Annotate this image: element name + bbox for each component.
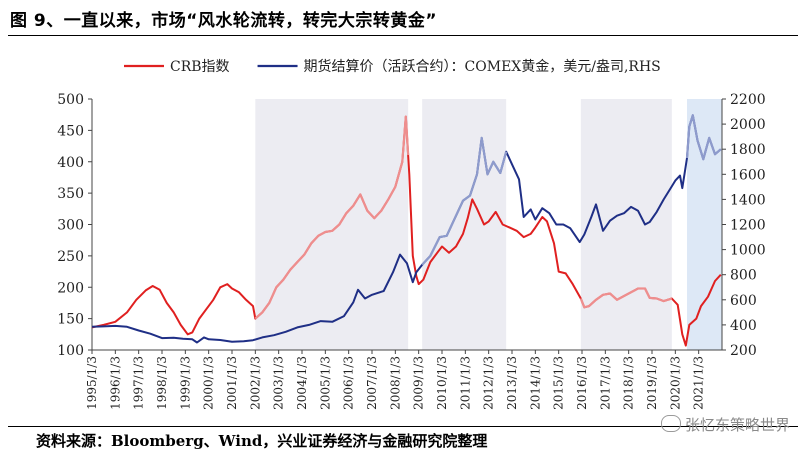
- x-tick-label: 2010/1/3: [435, 356, 449, 410]
- y-left-tick-label: 400: [57, 155, 84, 171]
- y-left-tick-label: 150: [57, 312, 84, 328]
- x-tick-label: 1996/1/3: [108, 356, 122, 410]
- y-right-tick-label: 1200: [730, 218, 766, 234]
- x-tick-label: 2016/1/3: [575, 356, 589, 410]
- y-right-tick-label: 800: [730, 268, 757, 284]
- y-right-tick-label: 2200: [730, 92, 766, 108]
- x-tick-label: 2004/1/3: [295, 356, 309, 410]
- wechat-icon: [660, 415, 681, 432]
- chart-legend: CRB指数 期货结算价（活跃合约）：COMEX黄金，美元/盎司,RHS: [124, 58, 661, 75]
- x-tick-label: 2015/1/3: [552, 356, 566, 410]
- y-right-tick-label: 1400: [730, 192, 766, 208]
- legend-label-1: 期货结算价（活跃合约）：COMEX黄金，美元/盎司,RHS: [304, 58, 661, 75]
- series-highlight-1-0: [421, 136, 508, 266]
- chart-series: [91, 114, 722, 347]
- x-tick-label: 2007/1/3: [365, 356, 379, 410]
- x-tick-label: 2002/1/3: [248, 356, 262, 410]
- watermark-text: 张忆东策略世界: [684, 416, 790, 434]
- watermark: 张忆东策略世界: [660, 414, 790, 435]
- y-right-tick-label: 1800: [730, 142, 766, 158]
- footer-divider: [8, 426, 798, 427]
- chart-axes: 100 150 200 250 300 350 400 450 500 200 400 600 800 1…: [57, 92, 765, 410]
- shaded-period-0: [255, 99, 409, 350]
- y-right-tick-label: 1600: [730, 167, 766, 183]
- shaded-period-1: [422, 99, 507, 350]
- source-note: 资料来源：Bloomberg、Wind，兴业证券经济与金融研究院整理: [36, 432, 488, 450]
- y-right-tick-label: 400: [730, 318, 757, 334]
- legend-label-0: CRB指数: [170, 59, 230, 75]
- x-tick-label: 2020/1/3: [668, 356, 682, 410]
- x-tick-label: 2001/1/3: [225, 356, 239, 410]
- x-tick-label: 2021/1/3: [692, 356, 706, 410]
- x-tick-label: 2013/1/3: [505, 356, 519, 410]
- title-divider: [8, 35, 798, 36]
- x-tick-label: 1998/1/3: [155, 356, 169, 410]
- x-tick-label: 2003/1/3: [272, 356, 286, 410]
- y-right-tick-label: 600: [730, 293, 757, 309]
- x-tick-label: 1999/1/3: [178, 356, 192, 410]
- shaded-periods: [255, 99, 722, 350]
- x-tick-label: 2008/1/3: [388, 356, 402, 410]
- y-left-tick-label: 200: [57, 280, 84, 296]
- series-highlight-1-1: [685, 114, 722, 161]
- shaded-period-2: [580, 99, 672, 350]
- y-left-tick-label: 450: [57, 123, 84, 139]
- x-tick-label: 2018/1/3: [622, 356, 636, 410]
- series-highlight-0-1: [579, 287, 673, 309]
- x-tick-label: 2009/1/3: [412, 356, 426, 410]
- shaded-period-3: [687, 99, 722, 350]
- x-tick-label: 2017/1/3: [598, 356, 612, 410]
- x-tick-label: 2005/1/3: [318, 356, 332, 410]
- x-tick-label: 2000/1/3: [202, 356, 216, 410]
- y-left-tick-label: 250: [57, 249, 84, 265]
- y-left-tick-label: 100: [57, 343, 84, 359]
- x-tick-label: 1995/1/3: [85, 356, 99, 410]
- y-left-tick-label: 500: [57, 92, 84, 108]
- y-right-tick-label: 1000: [730, 243, 766, 259]
- y-right-tick-label: 2000: [730, 117, 766, 133]
- x-tick-label: 2011/1/3: [458, 356, 472, 410]
- series-highlight-0-0: [254, 115, 410, 320]
- y-right-tick-label: 200: [730, 343, 757, 359]
- x-tick-label: 2014/1/3: [528, 356, 542, 410]
- y-left-tick-label: 350: [57, 186, 84, 202]
- x-tick-label: 2012/1/3: [482, 356, 496, 410]
- y-left-tick-label: 300: [57, 218, 84, 234]
- figure-title: 图 9、一直以来，市场“风水轮流转，转完大宗转黄金”: [10, 11, 438, 31]
- x-tick-label: 2019/1/3: [645, 356, 659, 410]
- x-tick-label: 2006/1/3: [342, 356, 356, 410]
- x-tick-label: 1997/1/3: [132, 356, 146, 410]
